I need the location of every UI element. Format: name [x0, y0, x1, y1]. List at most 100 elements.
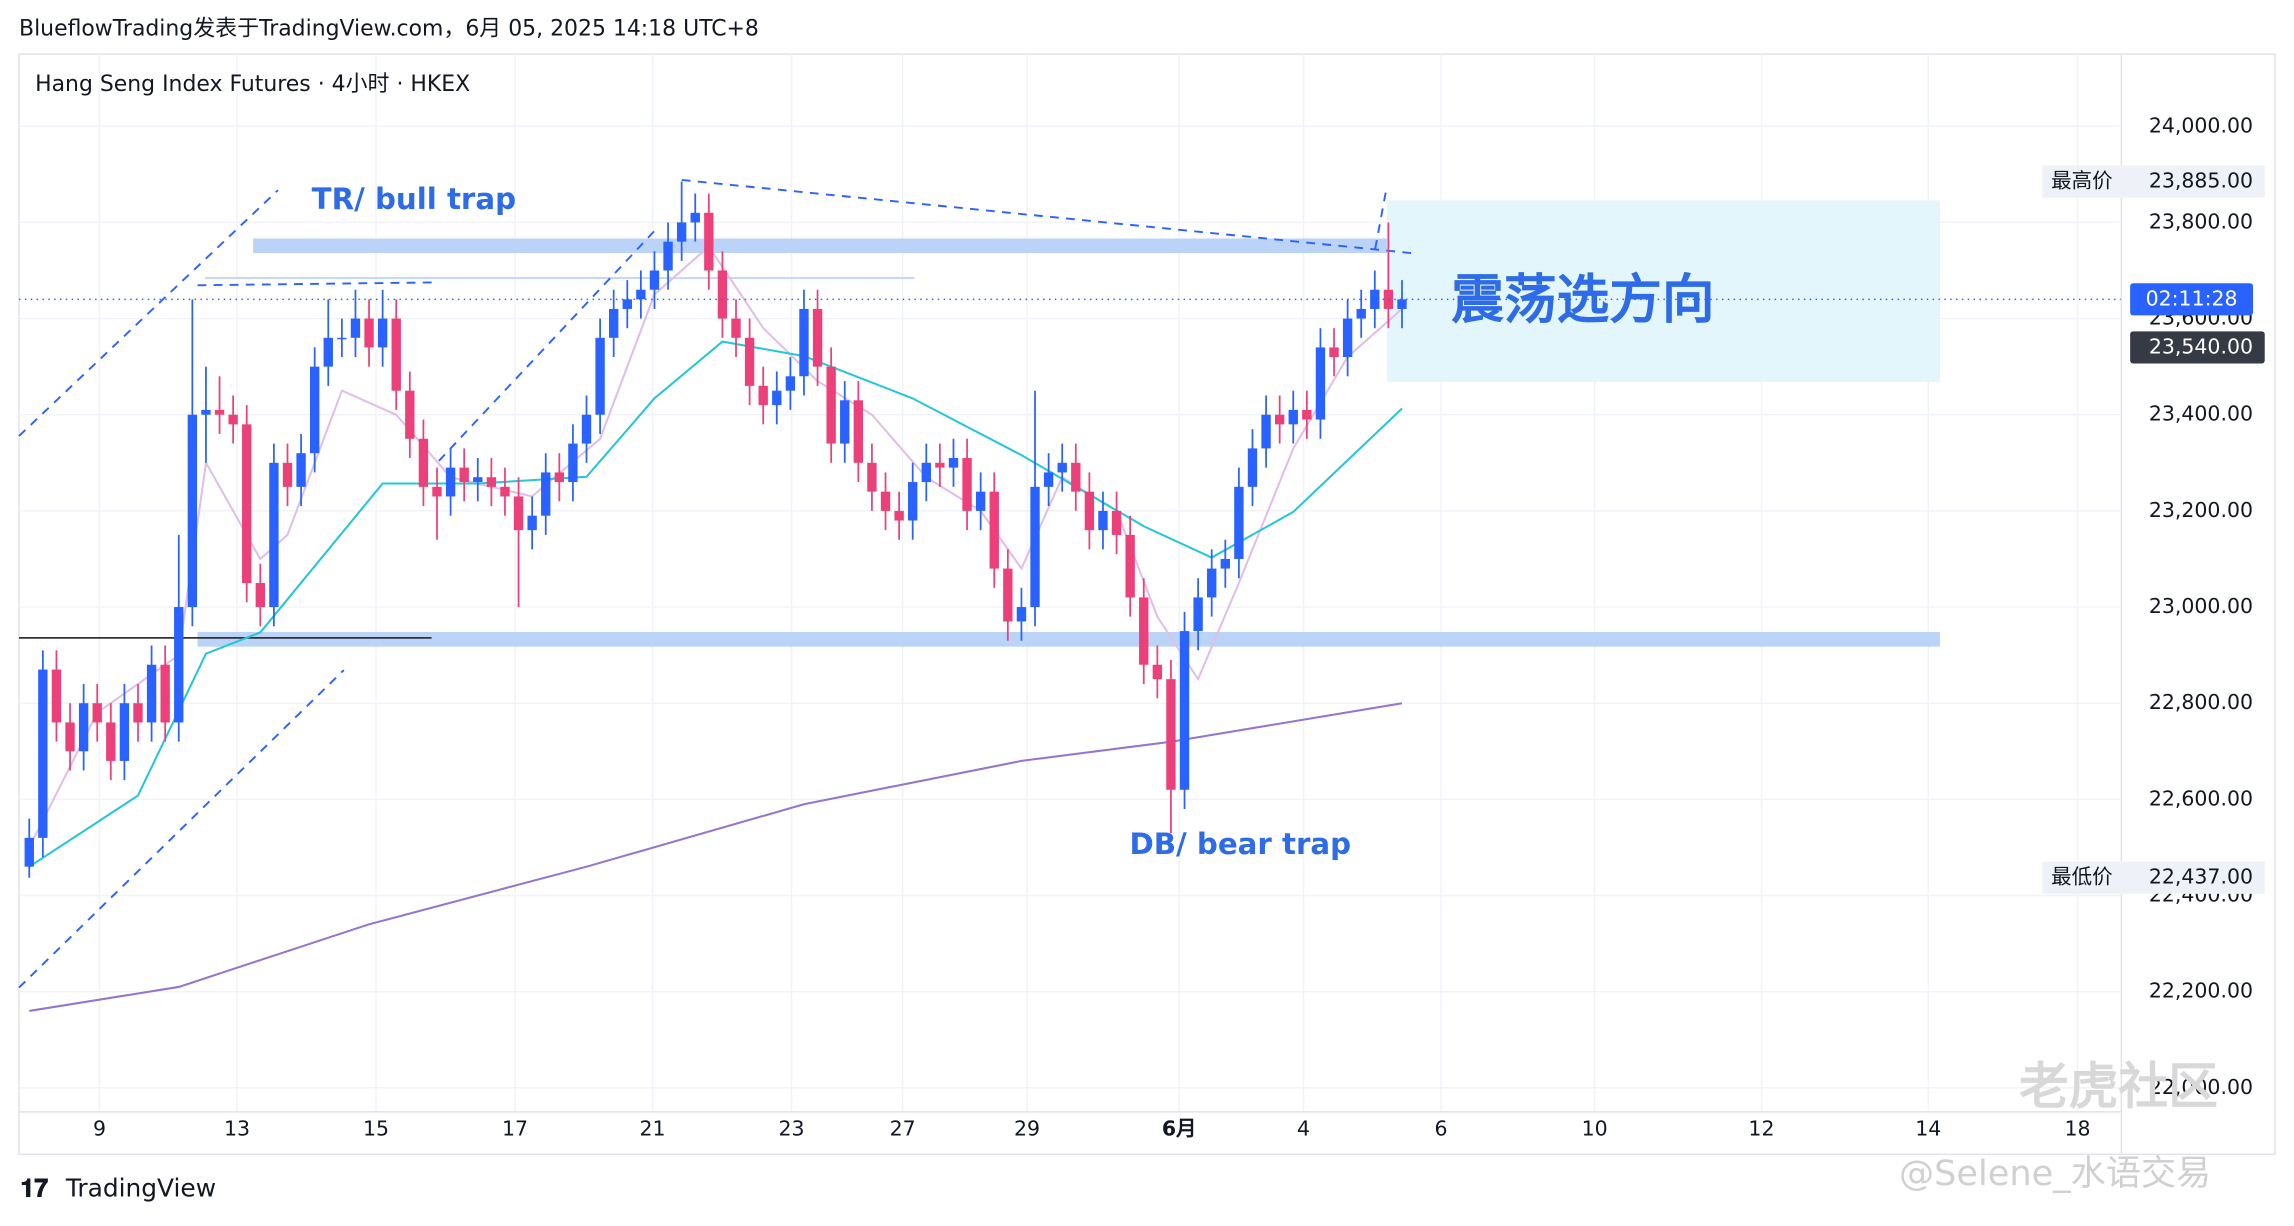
candle-body: [1370, 289, 1380, 309]
candle-body: [840, 400, 850, 444]
candle-body: [119, 703, 130, 761]
candle-body: [690, 212, 700, 223]
candle-body: [962, 458, 972, 511]
trend-line: [18, 669, 345, 989]
x-tick-label: 27: [890, 1116, 916, 1140]
frame: [18, 53, 2276, 1156]
x-tick-label: 18: [2064, 1116, 2090, 1140]
candle-body: [214, 409, 225, 415]
candle-body: [51, 669, 62, 723]
header: BlueflowTrading发表于TradingView.com，6月 05,…: [19, 16, 759, 41]
candle-body: [880, 491, 891, 511]
y-tick-label: 22,600.00: [2149, 786, 2253, 810]
candle-body: [1220, 558, 1230, 569]
candle-body: [1234, 486, 1244, 559]
candle-body: [432, 486, 442, 497]
candle-body: [133, 703, 143, 723]
moving-average: [29, 702, 1403, 1012]
candle-body: [1098, 510, 1108, 531]
candle-body: [201, 409, 211, 415]
y-tick-label: 22,800.00: [2149, 690, 2253, 714]
y-tick-label: 23,000.00: [2149, 594, 2253, 618]
y-tick-label: 22,200.00: [2149, 979, 2253, 1003]
candle-body: [1274, 414, 1285, 425]
candle-body: [1139, 597, 1149, 665]
candle-body: [269, 462, 279, 608]
candle-body: [1071, 462, 1081, 492]
x-tick-label: 6月: [1162, 1116, 1197, 1140]
candle-body: [1329, 347, 1339, 358]
candle-body: [500, 486, 510, 497]
candle-body: [337, 337, 347, 340]
candle-body: [242, 424, 252, 584]
y-tick-label: 23,400.00: [2149, 402, 2253, 426]
marker-name: 最低价: [2051, 865, 2112, 889]
x-tick-label: 9: [93, 1116, 106, 1140]
x-tick-label: 6: [1435, 1116, 1448, 1140]
candle-body: [935, 462, 945, 468]
candle-body: [92, 703, 102, 723]
candle-body: [1288, 409, 1298, 425]
marker-value: 22,437.00: [2149, 865, 2253, 889]
brand: TradingView: [65, 1173, 216, 1202]
candle-body: [174, 607, 184, 723]
candle-body: [364, 318, 374, 348]
candle-body: [772, 390, 782, 406]
candle-body: [282, 462, 293, 487]
candle-body: [445, 467, 456, 497]
candle-body: [636, 289, 646, 300]
candle-body: [1084, 491, 1095, 531]
candle-body: [1315, 347, 1326, 420]
annotation: DB/ bear trap: [1129, 827, 1351, 861]
x-tick-label: 21: [639, 1116, 665, 1140]
marker-box: [2042, 861, 2265, 894]
brand-logo: 𝟏𝟕: [20, 1173, 48, 1202]
support-zone: [197, 632, 1940, 647]
y-tick-label: 22,000.00: [2149, 1075, 2253, 1099]
range-box: [1386, 200, 1940, 382]
x-tick-label: 23: [778, 1116, 804, 1140]
candle-body: [65, 722, 75, 752]
countdown-box: [2130, 283, 2254, 316]
candle-body: [459, 467, 469, 483]
candle-body: [1302, 409, 1312, 420]
candle-body: [676, 222, 687, 242]
candle-body: [704, 212, 714, 271]
candle-body: [581, 414, 592, 444]
countdown: 02:11:28: [2146, 286, 2238, 310]
x-tick-label: 13: [224, 1116, 250, 1140]
candle-body: [921, 462, 931, 483]
marker-name: 最高价: [2051, 169, 2112, 193]
watermark: @Selene_水语交易: [1899, 1153, 2211, 1194]
candle-body: [228, 414, 238, 425]
candle-body: [758, 385, 768, 406]
candle-body: [1003, 568, 1013, 622]
candle-body: [255, 583, 265, 608]
candle-body: [595, 337, 605, 415]
candle-body: [473, 477, 483, 483]
candle-body: [377, 318, 388, 348]
price-tag-box: [2130, 331, 2265, 364]
candle-body: [554, 472, 565, 483]
candle-body: [975, 491, 986, 511]
candle-body: [867, 462, 877, 492]
candle-body: [513, 496, 524, 531]
x-tick-label: 4: [1297, 1116, 1310, 1140]
candle-body: [731, 318, 741, 338]
x-tick-label: 14: [1915, 1116, 1941, 1140]
candle-body: [296, 453, 306, 487]
annotation: TR/ bull trap: [312, 182, 516, 216]
x-tick-label: 10: [1582, 1116, 1608, 1140]
candle-body: [853, 400, 864, 463]
candle-body: [1125, 534, 1135, 598]
candle-body: [146, 664, 157, 723]
candle-body: [1057, 462, 1067, 473]
candle-body: [812, 308, 823, 367]
candle-body: [1016, 607, 1027, 622]
candle-body: [187, 414, 198, 608]
candle-body: [160, 664, 170, 723]
candle-body: [622, 299, 632, 309]
x-tick-label: 29: [1014, 1116, 1040, 1140]
candle-body: [418, 438, 429, 487]
candle-body: [350, 318, 361, 338]
